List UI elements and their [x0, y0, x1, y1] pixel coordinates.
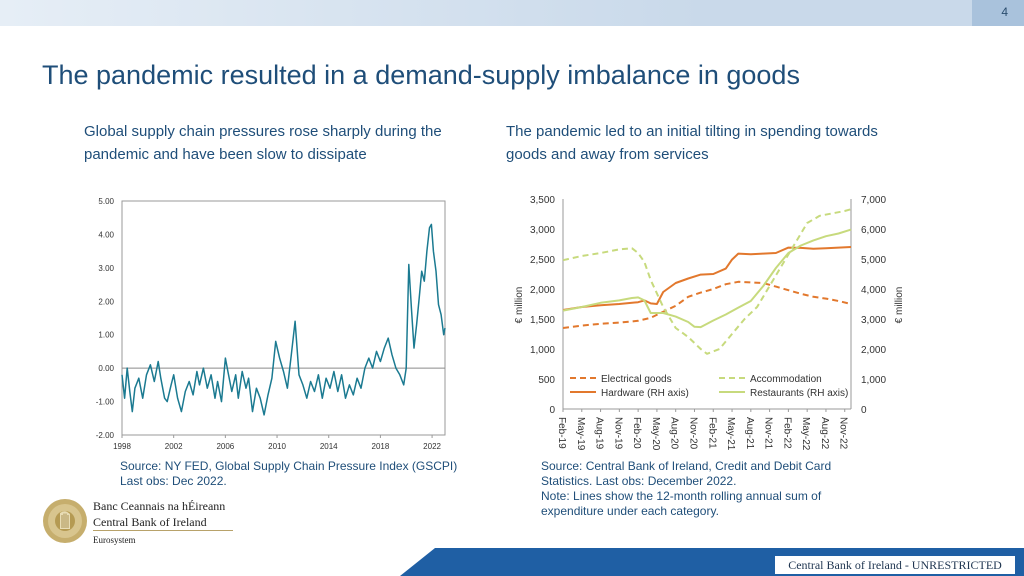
gscpi-x-tick-label: 2010: [268, 442, 286, 451]
spending-right-tick-label: 4,000: [861, 285, 886, 296]
branding-divider: [93, 530, 233, 531]
spending-x-tick-label: Nov-22: [838, 417, 849, 450]
page-number-tab: [972, 0, 1024, 26]
gscpi-x-tick-label: 2002: [165, 442, 183, 451]
spending-right-tick-label: 2,000: [861, 345, 886, 356]
gscpi-y-tick-label: -2.00: [96, 431, 115, 440]
gscpi-y-tick-label: 2.00: [98, 297, 114, 306]
spending-left-tick-label: 0: [549, 405, 555, 416]
right-chart-subtitle: The pandemic led to an initial tilting i…: [506, 123, 878, 163]
spending-series-accommodation: [562, 208, 852, 355]
spending-x-tick-label: May-22: [800, 417, 811, 451]
spending-right-tick-label: 7,000: [861, 195, 886, 206]
spending-right-tick-label: 6,000: [861, 225, 886, 236]
spending-right-axis-title: € million: [894, 287, 905, 324]
gscpi-y-tick-label: -1.00: [96, 398, 115, 407]
left-source-line-2: Last obs: Dec 2022.: [120, 474, 227, 488]
spending-x-tick-label: May-20: [650, 417, 661, 451]
spending-legend-label: Electrical goods: [601, 374, 672, 385]
spending-x-tick-label: Nov-21: [763, 417, 774, 450]
spending-x-tick-label: Aug-20: [669, 417, 680, 450]
spending-left-tick-label: 1,500: [530, 315, 555, 326]
spending-x-tick-label: Feb-19: [556, 417, 567, 449]
spending-x-tick-label: Aug-19: [594, 417, 605, 450]
gscpi-y-tick-label: 5.00: [98, 197, 114, 206]
spending-left-tick-label: 2,000: [530, 285, 555, 296]
gscpi-y-tick-label: 0.00: [98, 364, 114, 373]
gscpi-y-tick-label: 1.00: [98, 331, 114, 340]
spending-right-tick-label: 5,000: [861, 255, 886, 266]
gscpi-x-tick-label: 2014: [320, 442, 338, 451]
left-chart-subtitle: Global supply chain pressures rose sharp…: [84, 123, 442, 163]
right-source-line-4: expenditure under each category.: [541, 504, 719, 518]
right-source-line-2: Statistics. Last obs: December 2022.: [541, 474, 737, 488]
spending-left-tick-label: 1,000: [530, 345, 555, 356]
gscpi-x-tick-label: 2022: [423, 442, 441, 451]
right-source-line-3: Note: Lines show the 12-month rolling an…: [541, 489, 822, 503]
spending-right-tick-label: 3,000: [861, 315, 886, 326]
gscpi-x-tick-label: 1998: [113, 442, 131, 451]
spending-x-tick-label: Nov-19: [612, 417, 623, 450]
spending-x-tick-label: Feb-20: [631, 417, 642, 449]
left-chart-source: Source: NY FED, Global Supply Chain Pres…: [120, 459, 480, 489]
gscpi-x-tick-label: 2018: [372, 442, 390, 451]
spending-left-tick-label: 2,500: [530, 255, 555, 266]
spending-series-electrical-goods: [562, 280, 852, 329]
classification-label: Central Bank of Ireland - UNRESTRICTED: [775, 556, 1015, 574]
bank-name-irish: Banc Ceannais na hÉireann: [93, 499, 226, 513]
spending-series-restaurants-rh-axis: [562, 228, 852, 329]
spending-x-tick-label: May-19: [575, 417, 586, 451]
spending-x-tick-label: May-21: [725, 417, 736, 451]
left-source-line-1: Source: NY FED, Global Supply Chain Pres…: [120, 459, 458, 473]
spending-legend-label: Accommodation: [750, 374, 822, 385]
spending-x-tick-label: Feb-22: [781, 417, 792, 449]
spending-x-tick-label: Nov-20: [688, 417, 699, 450]
right-source-line-1: Source: Central Bank of Ireland, Credit …: [541, 459, 832, 473]
spending-x-tick-label: Aug-21: [744, 417, 755, 450]
spending-legend-label: Restaurants (RH axis): [750, 388, 848, 399]
harp-seal-icon: [43, 499, 87, 543]
spending-left-tick-label: 3,000: [530, 225, 555, 236]
gscpi-y-tick-label: 4.00: [98, 230, 114, 239]
spending-legend-label: Hardware (RH axis): [601, 388, 689, 399]
gscpi-plot-frame: [121, 200, 446, 436]
header-band-gradient: [0, 0, 700, 26]
slide-title: The pandemic resulted in a demand-supply…: [42, 60, 800, 90]
gscpi-y-tick-label: 3.00: [98, 264, 114, 273]
spending-left-tick-label: 3,500: [530, 195, 555, 206]
right-chart-source: Source: Central Bank of Ireland, Credit …: [541, 459, 871, 519]
gscpi-series-line: [121, 223, 446, 416]
spending-x-tick-label: Aug-22: [819, 417, 830, 450]
spending-right-tick-label: 0: [861, 405, 867, 416]
page-number: 4: [1001, 5, 1008, 19]
gscpi-x-tick-label: 2006: [216, 442, 234, 451]
spending-left-axis-title: € million: [514, 287, 525, 324]
spending-right-tick-label: 1,000: [861, 375, 886, 386]
eurosystem-label: Eurosystem: [93, 535, 136, 545]
spending-left-tick-label: 500: [538, 375, 555, 386]
spending-series-hardware-rh-axis: [562, 246, 852, 311]
spending-x-tick-label: Feb-21: [706, 417, 717, 449]
bank-name-english: Central Bank of Ireland: [93, 515, 207, 529]
